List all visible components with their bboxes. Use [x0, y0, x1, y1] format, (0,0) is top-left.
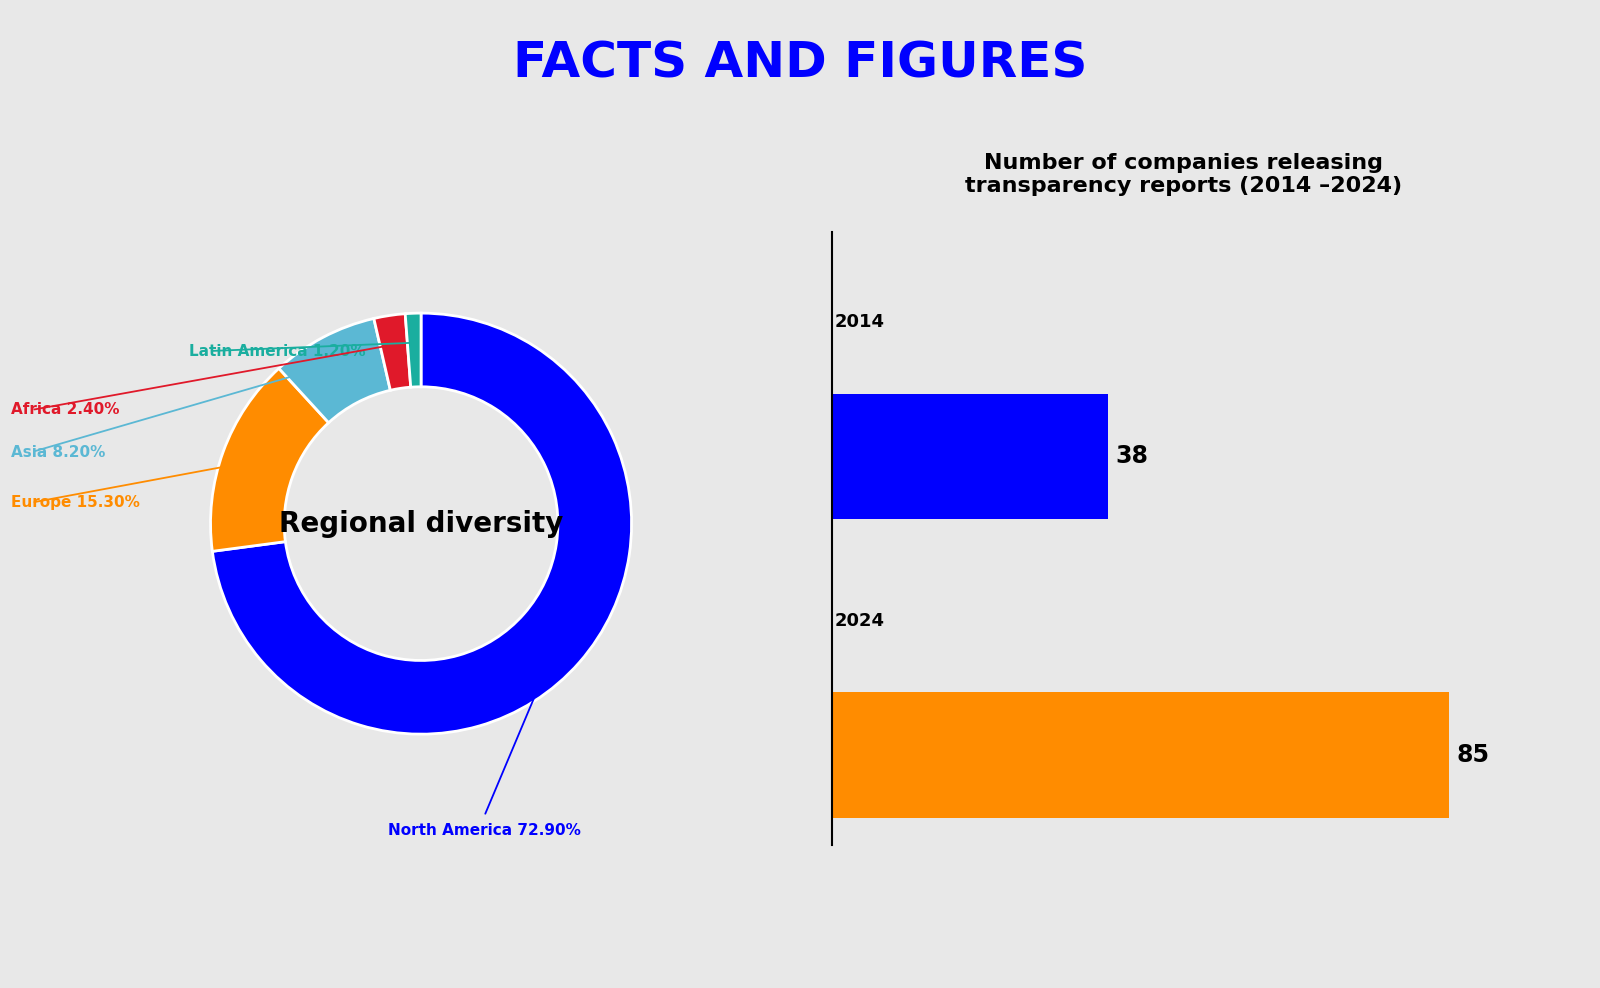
Text: 85: 85 — [1456, 743, 1490, 767]
Text: Regional diversity: Regional diversity — [278, 510, 563, 537]
Wedge shape — [374, 314, 411, 390]
Bar — [832, 393, 1107, 519]
Wedge shape — [405, 313, 421, 387]
Text: Asia 8.20%: Asia 8.20% — [11, 445, 106, 459]
Text: 38: 38 — [1115, 445, 1149, 468]
Text: Europe 15.30%: Europe 15.30% — [11, 495, 139, 510]
Bar — [832, 693, 1450, 818]
Wedge shape — [278, 318, 390, 423]
Wedge shape — [211, 369, 328, 551]
Text: Latin America 1.20%: Latin America 1.20% — [189, 344, 366, 359]
Wedge shape — [213, 313, 632, 734]
Text: North America 72.90%: North America 72.90% — [387, 823, 581, 838]
Text: 2014: 2014 — [834, 313, 885, 331]
Title: Number of companies releasing
transparency reports (2014 –2024): Number of companies releasing transparen… — [965, 153, 1403, 197]
Text: FACTS AND FIGURES: FACTS AND FIGURES — [514, 40, 1086, 88]
Text: 2024: 2024 — [834, 612, 885, 629]
Text: Africa 2.40%: Africa 2.40% — [11, 402, 118, 418]
